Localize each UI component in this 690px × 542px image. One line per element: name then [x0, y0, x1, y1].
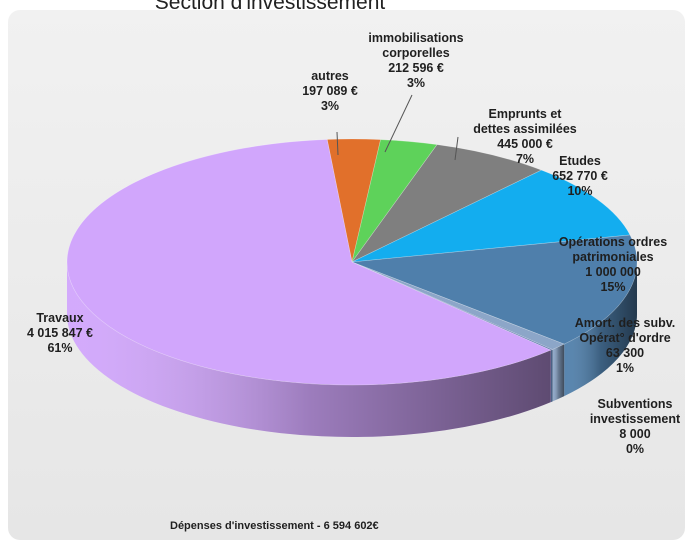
slice-label: Opérations ordres patrimoniales 1 000 000 1… — [559, 235, 667, 294]
pie-slice — [326, 138, 381, 263]
pie-slice-side — [552, 344, 565, 402]
slice-label: Emprunts et dettes assimilées 445 000 €7% — [473, 107, 577, 166]
pie-slice — [351, 234, 638, 345]
slice-label: Amort. des subv. Opérat° d'ordre 63 300 1% — [575, 316, 675, 375]
slice-label: autres 197 089 €3% — [302, 69, 358, 113]
leader-line — [454, 136, 459, 161]
pie-slice-side — [564, 262, 637, 397]
pie-slice — [351, 261, 554, 351]
pie-slice-side — [550, 349, 553, 403]
slice-label: Travaux 4 015 847 €61% — [27, 311, 93, 355]
pie-slice-side — [67, 262, 551, 437]
pie-slice — [351, 144, 543, 263]
pie-slice — [351, 261, 565, 350]
pie-slice — [351, 139, 438, 263]
leader-line — [384, 94, 413, 153]
chart-footer-total: Dépenses d'investissement - 6 594 602€ — [170, 520, 379, 532]
pie-slice — [66, 139, 552, 386]
slice-label: immobilisations corporelles 212 596 €3% — [368, 31, 463, 90]
slice-label: Subventions investissement 8 000 0% — [590, 397, 681, 456]
slice-label: Etudes 652 770 €10% — [552, 154, 608, 198]
pie-slice — [351, 169, 631, 263]
leader-line — [336, 131, 339, 156]
